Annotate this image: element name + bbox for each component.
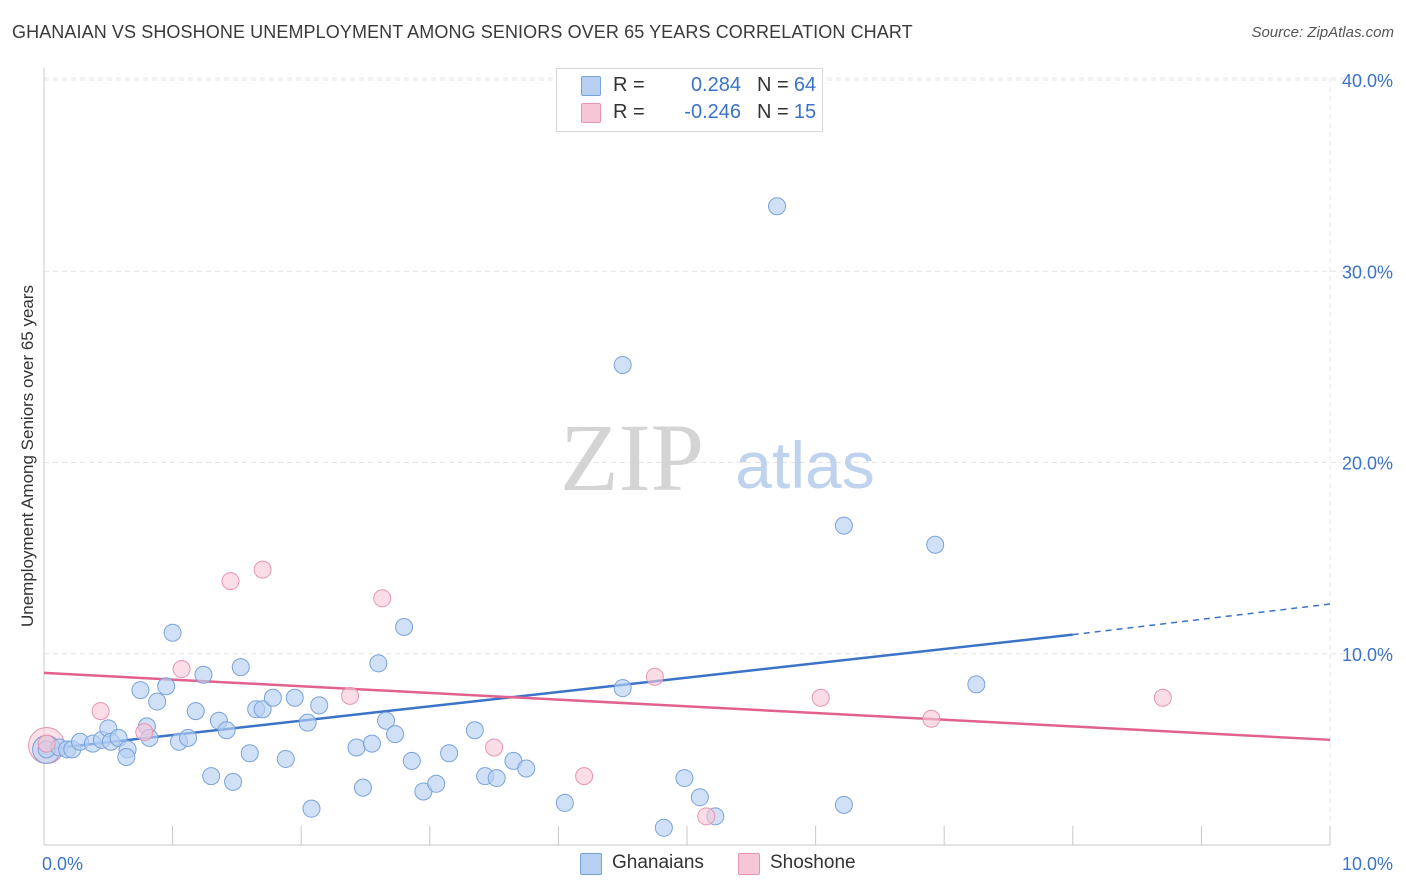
ghanaians-point — [768, 197, 787, 216]
ghanaians-point — [240, 744, 259, 763]
y-tick-label: 10.0% — [1342, 645, 1393, 665]
y-tick-label: 40.0% — [1342, 71, 1393, 91]
shoshone-point — [645, 667, 664, 686]
ghanaians-point — [157, 677, 176, 696]
ghanaians-point — [377, 711, 396, 730]
shoshone-point — [172, 660, 191, 679]
trend-lines — [43, 603, 1331, 751]
legend-n-value: 64 — [793, 74, 817, 96]
source-label: Source: ZipAtlas.com — [1251, 24, 1394, 41]
legend-swatch-blue — [581, 76, 601, 96]
shoshone-point — [485, 738, 504, 757]
shoshone-point — [373, 589, 392, 608]
ghanaians-point — [465, 721, 484, 740]
ghanaians-point — [253, 700, 272, 719]
ghanaians-point — [186, 702, 205, 721]
ghanaians-point — [285, 688, 304, 707]
ghanaians-point — [224, 772, 243, 791]
legend-r-value: 0.284 — [690, 74, 741, 96]
gridlines — [44, 77, 1395, 845]
ghanaians-point — [298, 713, 317, 732]
ghanaians-point — [163, 623, 182, 642]
legend-r-value: -0.246 — [684, 101, 741, 123]
ghanaians-point — [517, 759, 536, 778]
ghanaians-point — [834, 795, 853, 814]
ghanaians-point — [690, 788, 709, 807]
shoshone-trend-line — [43, 671, 1331, 742]
ghanaians-point — [302, 799, 321, 818]
x-tick-label: 0.0% — [42, 854, 83, 874]
bottom-legend-label: Shoshone — [770, 852, 856, 873]
ghanaians-point — [353, 778, 372, 797]
chart-title: GHANAIAN VS SHOSHONE UNEMPLOYMENT AMONG … — [12, 22, 913, 42]
scatter-points — [28, 197, 1172, 837]
shoshone-point — [37, 734, 56, 753]
ghanaians-point — [117, 748, 136, 767]
ghanaians-point — [613, 355, 632, 374]
ghanaians-point — [967, 675, 986, 694]
legend-n-label: N = — [757, 101, 789, 123]
ghanaians-point — [179, 728, 198, 747]
ghanaians-point — [440, 744, 459, 763]
watermark-atlas: atlas — [735, 428, 874, 502]
ghanaians-point — [310, 696, 329, 715]
shoshone-point — [135, 723, 154, 742]
y-tick-label: 30.0% — [1342, 262, 1393, 282]
ghanaians-point — [217, 721, 236, 740]
x-tick-label: 10.0% — [1342, 854, 1393, 874]
ghanaians-point — [131, 681, 150, 700]
ghanaians-point — [487, 769, 506, 788]
ghanaians-point — [834, 516, 853, 535]
shoshone-point — [922, 709, 941, 728]
shoshone-point — [341, 686, 360, 705]
ghanaians-point — [369, 654, 388, 673]
ghanaians-point — [231, 658, 250, 677]
ghanaians-point — [148, 692, 167, 711]
y-axis-label: Unemployment Among Seniors over 65 years — [18, 284, 37, 628]
y-tick-label: 20.0% — [1342, 454, 1393, 474]
bottom-legend-label: Ghanaians — [612, 852, 704, 873]
ghanaians-point — [395, 617, 414, 636]
legend-n-value: 15 — [793, 101, 817, 123]
shoshone-point — [575, 767, 594, 786]
shoshone-point — [811, 688, 830, 707]
ghanaians-point — [926, 535, 945, 554]
legend-n-label: N = — [757, 74, 789, 96]
ghanaians-point — [613, 679, 632, 698]
shoshone-point — [221, 572, 240, 591]
tick-labels: 10.0% 20.0% 30.0% 40.0% 0.0% 10.0% — [42, 71, 1393, 874]
ghanaians-point — [555, 793, 574, 812]
ghanaians-point — [276, 749, 295, 768]
shoshone-point — [697, 807, 716, 826]
watermark: ZIP atlas — [560, 404, 875, 511]
ghanaians-point — [202, 767, 221, 786]
axes — [43, 68, 1331, 846]
ghanaians-trend-extension — [1072, 603, 1331, 636]
ghanaians-point — [654, 818, 673, 837]
legend-swatch-pink — [581, 103, 601, 123]
shoshone-point — [91, 702, 110, 721]
ghanaians-point — [386, 725, 405, 744]
ghanaians-point — [362, 734, 381, 753]
ghanaians-point — [194, 665, 213, 684]
ghanaians-point — [675, 769, 694, 788]
shoshone-point — [1153, 688, 1172, 707]
ghanaians-point — [427, 774, 446, 793]
correlation-legend: R = 0.284 N = 64 R = -0.246 N = 15 — [556, 68, 823, 132]
legend-r-label: R = — [613, 74, 645, 96]
ghanaians-point — [263, 688, 282, 707]
watermark-zip: ZIP — [560, 404, 704, 511]
legend-r-label: R = — [613, 101, 645, 123]
bottom-legend-swatch-pink — [738, 853, 760, 875]
ghanaians-point — [402, 751, 421, 770]
ghanaians-trend-line — [43, 633, 1073, 751]
bottom-legend-swatch-blue — [580, 853, 602, 875]
ghanaians-point — [347, 738, 366, 757]
shoshone-point — [253, 560, 272, 579]
